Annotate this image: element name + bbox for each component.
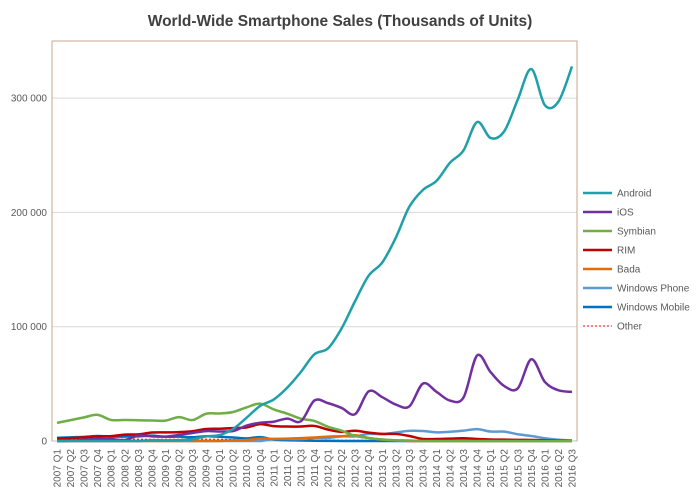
x-tick-label: 2009 Q2 xyxy=(174,449,185,488)
x-tick-label: 2011 Q4 xyxy=(310,449,321,487)
series-line-symbian xyxy=(56,402,572,443)
series-line-rim xyxy=(56,422,573,443)
legend-label: Windows Mobile xyxy=(617,303,690,314)
x-tick-label: 2007 Q1 xyxy=(53,449,64,488)
x-tick-label: 2014 Q1 xyxy=(432,449,443,488)
x-tick-label: 2009 Q4 xyxy=(202,449,213,488)
x-tick-label: 2010 Q2 xyxy=(229,449,240,488)
x-tick-label: 2011 Q1 xyxy=(269,449,280,487)
x-tick-label: 2007 Q3 xyxy=(80,449,91,488)
x-tick-label: 2009 Q1 xyxy=(161,449,172,488)
chart-title: World-Wide Smartphone Sales (Thousands o… xyxy=(148,13,533,30)
legend-label: Other xyxy=(617,322,643,333)
x-tick-label: 2008 Q1 xyxy=(107,449,118,488)
x-tick-label: 2007 Q2 xyxy=(66,449,77,488)
series-line-ios xyxy=(56,353,573,443)
x-tick-label: 2008 Q4 xyxy=(147,449,158,488)
legend: Android iOS Symbian RIM Bada Windows Phone Win… xyxy=(583,189,690,333)
y-tick-label: 200 000 xyxy=(11,208,48,219)
x-tick-label: 2008 Q3 xyxy=(134,449,145,488)
legend-item-bada: Bada xyxy=(583,265,641,276)
legend-label: iOS xyxy=(617,208,634,219)
legend-label: Bada xyxy=(617,265,641,276)
x-tick-label: 2010 Q3 xyxy=(242,449,253,488)
x-tick-label: 2010 Q1 xyxy=(215,449,226,488)
legend-item-ios: iOS xyxy=(583,208,634,219)
x-tick-label: 2011 Q2 xyxy=(283,449,294,487)
x-tick-label: 2009 Q3 xyxy=(188,449,199,488)
x-tick-label: 2014 Q3 xyxy=(459,449,470,488)
y-tick-label: 100 000 xyxy=(11,322,48,333)
legend-label: Windows Phone xyxy=(617,284,690,295)
x-tick-label: 2007 Q4 xyxy=(93,449,104,488)
x-tick-label: 2013 Q3 xyxy=(405,449,416,488)
legend-item-windows-mobile: Windows Mobile xyxy=(583,303,690,314)
x-tick-label: 2011 Q3 xyxy=(296,449,307,487)
x-tick-label: 2012 Q2 xyxy=(337,449,348,488)
x-tick-label: 2012 Q1 xyxy=(324,449,335,488)
x-tick-label: 2015 Q1 xyxy=(486,449,497,488)
x-tick-label: 2015 Q3 xyxy=(513,449,524,488)
legend-item-rim: RIM xyxy=(583,246,635,257)
legend-item-android: Android xyxy=(583,189,651,200)
plot-area xyxy=(56,66,574,443)
x-tick-label: 2015 Q4 xyxy=(527,449,538,488)
legend-label: RIM xyxy=(617,246,635,257)
x-tick-label: 2012 Q4 xyxy=(364,449,375,488)
x-tick-label: 2013 Q2 xyxy=(391,449,402,488)
x-tick-label: 2014 Q4 xyxy=(473,449,484,488)
legend-label: Android xyxy=(617,189,651,200)
x-tick-label: 2016 Q1 xyxy=(540,449,551,488)
legend-label: Symbian xyxy=(617,227,656,238)
x-tick-label: 2010 Q4 xyxy=(256,449,267,488)
series-line-android xyxy=(57,66,574,443)
x-tick-label: 2012 Q3 xyxy=(351,449,362,488)
y-tick-label: 300 000 xyxy=(11,94,48,105)
y-axis: 0 100 000 200 000 300 000 xyxy=(11,94,48,448)
x-tick-label: 2014 Q2 xyxy=(446,449,457,488)
y-tick-label: 0 xyxy=(41,437,47,448)
x-tick-label: 2013 Q4 xyxy=(418,449,429,488)
legend-item-windows-phone: Windows Phone xyxy=(583,284,690,295)
x-tick-label: 2016 Q2 xyxy=(554,449,565,488)
legend-item-symbian: Symbian xyxy=(583,227,656,238)
x-tick-label: 2013 Q1 xyxy=(378,449,389,488)
x-tick-label: 2008 Q2 xyxy=(120,449,131,488)
x-tick-label: 2015 Q2 xyxy=(500,449,511,488)
x-axis: 2007 Q1 2007 Q2 2007 Q3 2007 Q4 2008 Q1 2008 … xyxy=(52,440,579,488)
legend-item-other: Other xyxy=(583,322,643,333)
x-tick-label: 2016 Q3 xyxy=(568,449,579,488)
